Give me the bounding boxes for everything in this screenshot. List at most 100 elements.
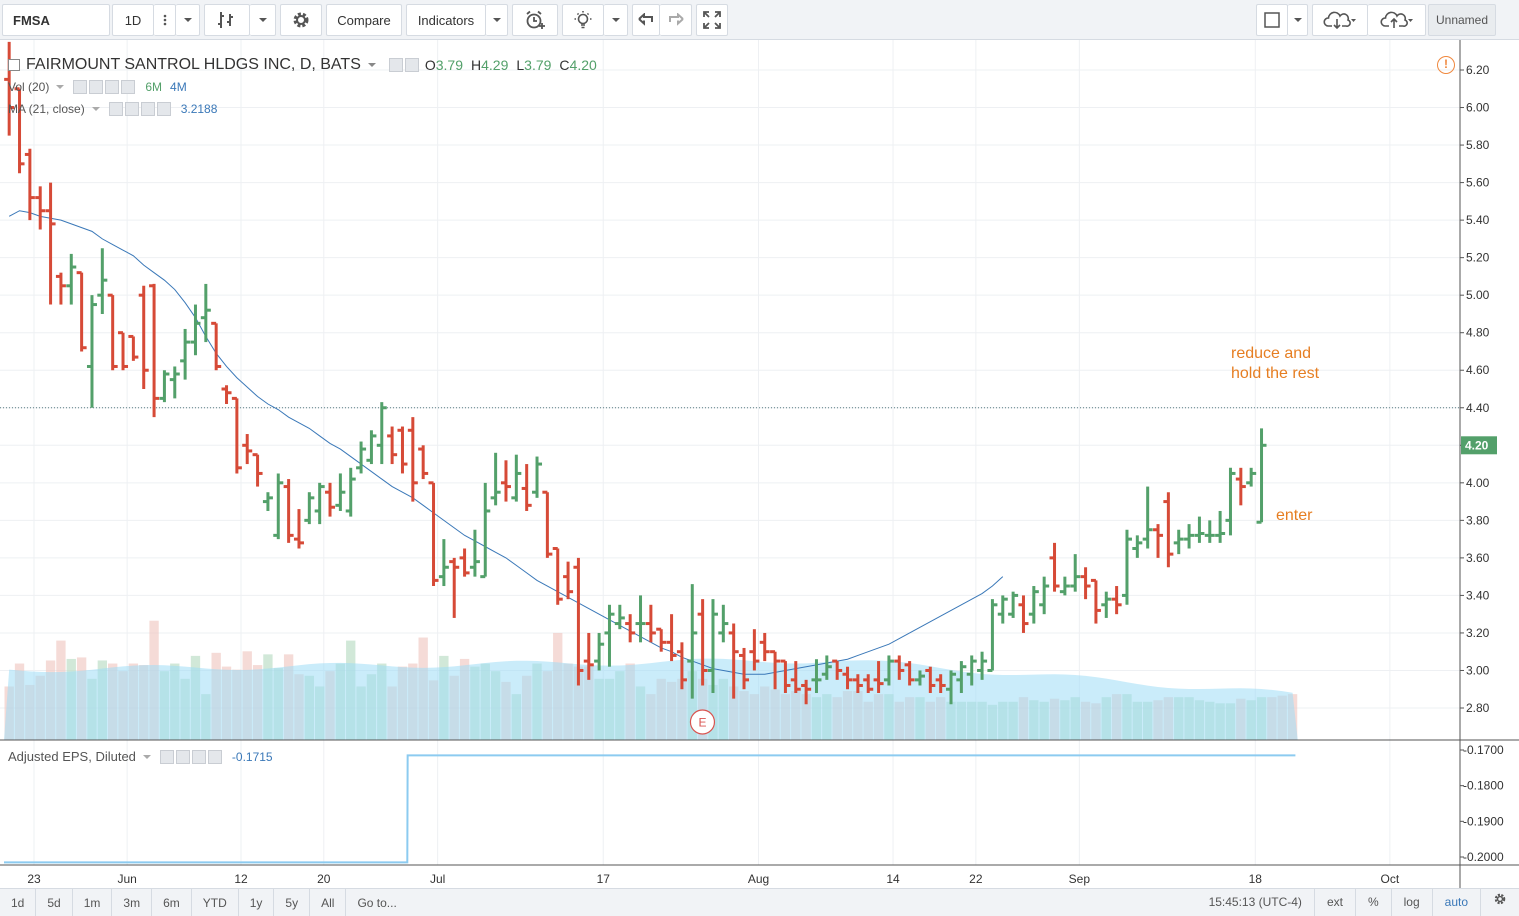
high-label: H — [471, 57, 482, 73]
range-1y[interactable]: 1y — [239, 888, 275, 916]
close-icon[interactable] — [121, 80, 136, 94]
ohlc-bar — [811, 659, 822, 693]
eps-pane — [0, 740, 1460, 865]
chevron-down-icon[interactable] — [367, 62, 377, 68]
time-tick-label: Oct — [1381, 872, 1400, 886]
ohlc-bar — [594, 632, 605, 671]
range-5d[interactable]: 5d — [36, 888, 73, 916]
ohlc-bar — [304, 492, 315, 525]
fullscreen-button[interactable] — [696, 4, 728, 36]
ohlc-bar — [521, 464, 532, 511]
ideas-button[interactable] — [562, 4, 604, 36]
compare-button[interactable]: Compare — [326, 4, 402, 36]
ext-toggle[interactable]: ext — [1315, 889, 1356, 916]
close-label: C — [559, 57, 570, 73]
load-layout-button[interactable] — [1312, 4, 1368, 36]
ohlc-bar — [169, 366, 180, 399]
ohlc-bar — [759, 632, 770, 662]
close-icon[interactable] — [207, 749, 222, 764]
eye-icon[interactable] — [388, 58, 403, 72]
time-tick-label: 20 — [317, 872, 331, 886]
goto-button[interactable]: Go to... — [357, 895, 397, 910]
layout-name-button[interactable]: Unnamed — [1428, 4, 1496, 36]
settings-button[interactable] — [280, 4, 322, 36]
scale-settings-button[interactable] — [1481, 889, 1519, 916]
eye-icon[interactable] — [159, 749, 174, 764]
range-1d[interactable]: 1d — [0, 888, 37, 916]
save-layout-button[interactable] — [1368, 4, 1426, 36]
eps-legend: Adjusted EPS, Diluted -0.1715 — [8, 749, 273, 764]
earnings-marker-label: E — [698, 716, 706, 730]
ohlc-bar — [801, 679, 812, 705]
ohlc-bar — [293, 509, 304, 549]
gear-icon[interactable] — [124, 102, 139, 116]
price-tick-label: 5.40 — [1466, 213, 1490, 227]
alert-button[interactable] — [512, 4, 558, 36]
chevron-down-icon[interactable] — [55, 84, 65, 90]
chart-style-button[interactable] — [204, 4, 250, 36]
price-tick-label: 3.80 — [1466, 513, 1490, 527]
close-icon[interactable] — [156, 102, 171, 116]
eye-icon[interactable] — [73, 80, 88, 94]
chart-area[interactable]: E 6.20 6.00 5.80 5.60 5.40 5.20 5.00 4.80 4.60 4.4… — [0, 40, 1519, 889]
plus-icon[interactable] — [105, 80, 120, 94]
percent-toggle[interactable]: % — [1356, 889, 1392, 916]
gear-icon[interactable] — [89, 80, 104, 94]
log-toggle[interactable]: log — [1392, 889, 1433, 916]
ohlc-bar — [4, 41, 15, 136]
indicators-button[interactable]: Indicators — [406, 4, 486, 36]
ohlc-bar — [563, 561, 574, 600]
chevron-down-icon[interactable] — [91, 106, 101, 112]
ma-value: 3.2188 — [180, 102, 218, 116]
collapse-legend-icon[interactable] — [8, 59, 20, 71]
ohlc-bar — [356, 441, 367, 474]
range-5y[interactable]: 5y — [274, 888, 311, 916]
interval-dropdown-button[interactable] — [176, 4, 200, 36]
range-1m[interactable]: 1m — [73, 888, 113, 916]
gear-icon[interactable] — [404, 58, 419, 72]
ohlc-bar — [1215, 510, 1226, 543]
time-tick-label: Sep — [1069, 872, 1091, 886]
ohlc-bar — [1235, 467, 1246, 506]
range-6m[interactable]: 6m — [152, 888, 192, 916]
range-3m[interactable]: 3m — [112, 888, 153, 916]
ohlc-bar — [707, 599, 718, 693]
eye-icon[interactable] — [108, 102, 123, 116]
ohlc-bar — [687, 584, 698, 699]
range-ytd[interactable]: YTD — [192, 888, 239, 916]
ohlc-bar — [873, 661, 884, 693]
layout-dropdown-button[interactable] — [1288, 4, 1308, 36]
warning-icon[interactable]: ! — [1437, 56, 1455, 74]
ohlc-bar — [739, 647, 750, 690]
ohlc-bar — [242, 434, 253, 465]
ohlc-bar — [1049, 542, 1060, 592]
ohlc-bar — [1225, 467, 1236, 536]
gear-icon[interactable] — [175, 749, 190, 764]
auto-toggle[interactable]: auto — [1433, 889, 1481, 916]
redo-button[interactable] — [660, 4, 692, 36]
range-all[interactable]: All — [310, 888, 347, 916]
undo-button[interactable] — [632, 4, 660, 36]
indicators-dropdown-button[interactable] — [486, 4, 508, 36]
plus-icon[interactable] — [191, 749, 206, 764]
price-tick-label: 4.00 — [1466, 476, 1490, 490]
eps-tick-label: -0.2000 — [1463, 850, 1504, 864]
ohlc-bar — [666, 614, 677, 662]
time-tick-label: 14 — [886, 872, 900, 886]
symbol-search-input[interactable]: FMSA — [2, 4, 110, 36]
layout-button[interactable] — [1256, 4, 1288, 36]
interval-more-button[interactable] — [154, 4, 176, 36]
chart-canvas[interactable]: E 6.20 6.00 5.80 5.60 5.40 5.20 5.00 4.80 4.60 4.4… — [0, 40, 1519, 889]
ohlc-bar — [376, 402, 387, 465]
plus-icon[interactable] — [140, 102, 155, 116]
chevron-down-icon[interactable] — [142, 754, 152, 760]
ohlc-bar — [573, 557, 584, 686]
high-value: 4.29 — [481, 57, 509, 73]
ohlc-bar — [262, 492, 273, 511]
ideas-dropdown-button[interactable] — [604, 4, 628, 36]
ohlc-bar — [1194, 516, 1205, 543]
interval-button[interactable]: 1D — [112, 4, 154, 36]
interval-label: 1D — [124, 12, 142, 28]
time-tick-label: Jul — [430, 872, 445, 886]
chart-style-dropdown-button[interactable] — [250, 4, 276, 36]
